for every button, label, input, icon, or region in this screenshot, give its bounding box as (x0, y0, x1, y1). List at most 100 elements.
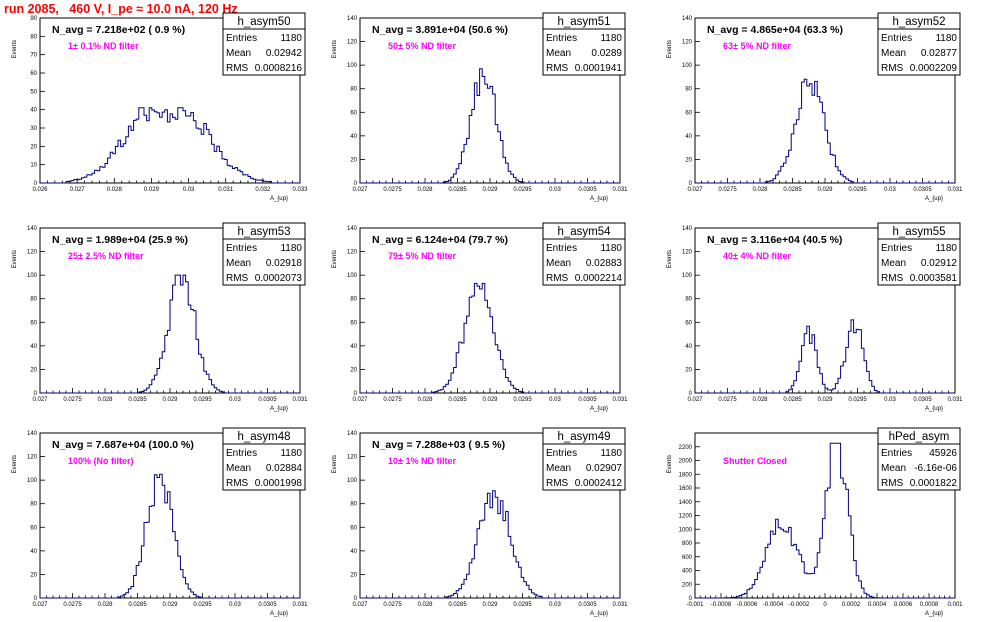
y-tick-label: 1800 (679, 472, 693, 478)
navg-label: N_avg = 3.891e+04 (50.6 %) (372, 24, 508, 36)
x-tick-label: -0.001 (686, 602, 704, 608)
y-tick-label: 20 (30, 572, 37, 578)
x-tick-label: 0.028 (417, 602, 433, 608)
filter-label: 50± 5% ND filter (388, 41, 456, 51)
y-tick-label: 80 (350, 297, 357, 303)
x-tick-label: 0.0275 (383, 187, 402, 193)
navg-label: N_avg = 1.989e+04 (25.9 %) (52, 234, 188, 246)
y-tick-label: 140 (27, 431, 38, 437)
y-tick-label: 120 (347, 40, 358, 46)
y-tick-label: 60 (30, 320, 37, 326)
histogram-panel-h_asym52: 0.027 0.0275 0.028 0.0285 0.029 0.0295 0.03 0.0… (667, 12, 963, 202)
x-tick-label: 0.028 (97, 397, 113, 403)
stats-label: RMS (881, 273, 904, 284)
stats-title: h_asym55 (892, 226, 945, 238)
stats-box: h_asym53 Entries 1180 Mean 0.02918 RMS 0.00020… (222, 222, 306, 286)
y-tick-label: 140 (347, 16, 358, 22)
y-tick-label: 140 (27, 226, 38, 232)
x-tick-label: 0.033 (292, 187, 308, 193)
x-axis-title: A_{up} (925, 406, 943, 412)
stats-value: 0.02884 (266, 463, 303, 474)
y-tick-label: 0 (689, 596, 693, 602)
histogram-panel-hPed_asym: -0.001 -0.0008 -0.0006 -0.0004 -0.0002 0 0.000… (667, 427, 963, 617)
x-tick-label: 0.029 (162, 602, 178, 608)
histogram-line (695, 78, 955, 184)
stats-box: h_asym52 Entries 1180 Mean 0.02877 RMS 0.00022… (877, 12, 961, 76)
stats-value: 0.02907 (586, 463, 623, 474)
stats-label: Mean (226, 48, 251, 59)
histogram-line (360, 68, 620, 184)
y-tick-label: 0 (34, 596, 38, 602)
stats-label: RMS (881, 63, 904, 74)
stats-value: 0.0008216 (255, 63, 303, 74)
stats-title: h_asym50 (237, 16, 290, 28)
x-tick-label: 0.0285 (448, 397, 467, 403)
x-tick-label: 0.032 (255, 187, 271, 193)
y-tick-label: 20 (350, 367, 357, 373)
stats-value: 0.02912 (921, 258, 958, 269)
x-tick-label: 0.027 (352, 602, 368, 608)
histogram-panel-h_asym54: 0.027 0.0275 0.028 0.0285 0.029 0.0295 0.03 0.0… (332, 222, 628, 412)
y-tick-label: 0 (34, 391, 38, 397)
stats-box: h_asym51 Entries 1180 Mean 0.0289 RMS 0.000194… (542, 12, 626, 76)
filter-label: 1± 0.1% ND filter (68, 41, 139, 51)
x-tick-label: 0.0285 (783, 397, 802, 403)
stats-label: Mean (226, 258, 251, 269)
stats-label: RMS (546, 63, 569, 74)
stats-body-box (542, 28, 626, 76)
histogram-panel-h_asym49: 0.027 0.0275 0.028 0.0285 0.029 0.0295 0.03 0.0… (332, 427, 628, 617)
x-tick-label: 0.029 (162, 397, 178, 403)
x-axis-title: A_{up} (590, 196, 608, 202)
y-axis-title: Events (667, 250, 673, 268)
stats-box: hPed_asym Entries 45926 Mean -6.16e-06 RMS 0.0… (877, 427, 961, 491)
stats-value: 0.0001998 (255, 478, 303, 489)
x-tick-label: 0.027 (32, 397, 48, 403)
y-tick-label: 100 (347, 273, 358, 279)
x-tick-label: 0.0305 (913, 187, 932, 193)
stats-value: 0.0002209 (910, 63, 958, 74)
x-tick-label: 0.031 (612, 397, 628, 403)
y-tick-label: 90 (30, 16, 37, 22)
stats-body-box (877, 443, 961, 491)
y-tick-label: 100 (682, 273, 693, 279)
stats-value: 0.0289 (591, 48, 622, 59)
stats-label: Mean (881, 48, 906, 59)
histogram-line (695, 319, 955, 394)
y-tick-label: 40 (30, 549, 37, 555)
y-tick-label: 100 (27, 273, 38, 279)
y-tick-label: 40 (350, 344, 357, 350)
x-tick-label: 0.028 (417, 397, 433, 403)
x-tick-label: 0.031 (218, 187, 234, 193)
stats-title: h_asym51 (557, 16, 610, 28)
y-tick-label: 30 (30, 126, 37, 132)
stats-value: 0.0003581 (910, 273, 958, 284)
stats-label: Entries (226, 33, 257, 44)
y-tick-label: 80 (30, 297, 37, 303)
x-tick-label: -0.0004 (763, 602, 784, 608)
x-tick-label: 0.0295 (513, 397, 532, 403)
stats-title: h_asym48 (237, 431, 290, 443)
x-tick-label: 0.0305 (913, 397, 932, 403)
stats-label: Entries (546, 33, 577, 44)
x-axis-title: A_{up} (270, 406, 288, 412)
stats-label: RMS (881, 478, 904, 489)
x-tick-label: 0.0285 (783, 187, 802, 193)
navg-label: N_avg = 7.687e+04 (100.0 %) (52, 439, 194, 451)
x-tick-label: 0.001 (947, 602, 963, 608)
stats-label: Mean (546, 463, 571, 474)
x-axis-title: A_{up} (270, 611, 288, 617)
stats-label: RMS (546, 273, 569, 284)
stats-title: h_asym52 (892, 16, 945, 28)
stats-label: RMS (226, 63, 249, 74)
y-tick-label: 80 (350, 87, 357, 93)
x-tick-label: 0.0305 (258, 602, 277, 608)
histogram-panel-h_asym55: 0.027 0.0275 0.028 0.0285 0.029 0.0295 0.03 0.0… (667, 222, 963, 412)
x-tick-label: 0.028 (417, 187, 433, 193)
x-tick-label: 0.028 (752, 397, 768, 403)
histogram-line (40, 274, 300, 394)
x-tick-label: 0.0305 (578, 602, 597, 608)
x-tick-label: 0.027 (687, 187, 703, 193)
stats-value: 0.0001822 (910, 478, 958, 489)
x-tick-label: 0.0285 (128, 602, 147, 608)
x-tick-label: 0.029 (817, 397, 833, 403)
